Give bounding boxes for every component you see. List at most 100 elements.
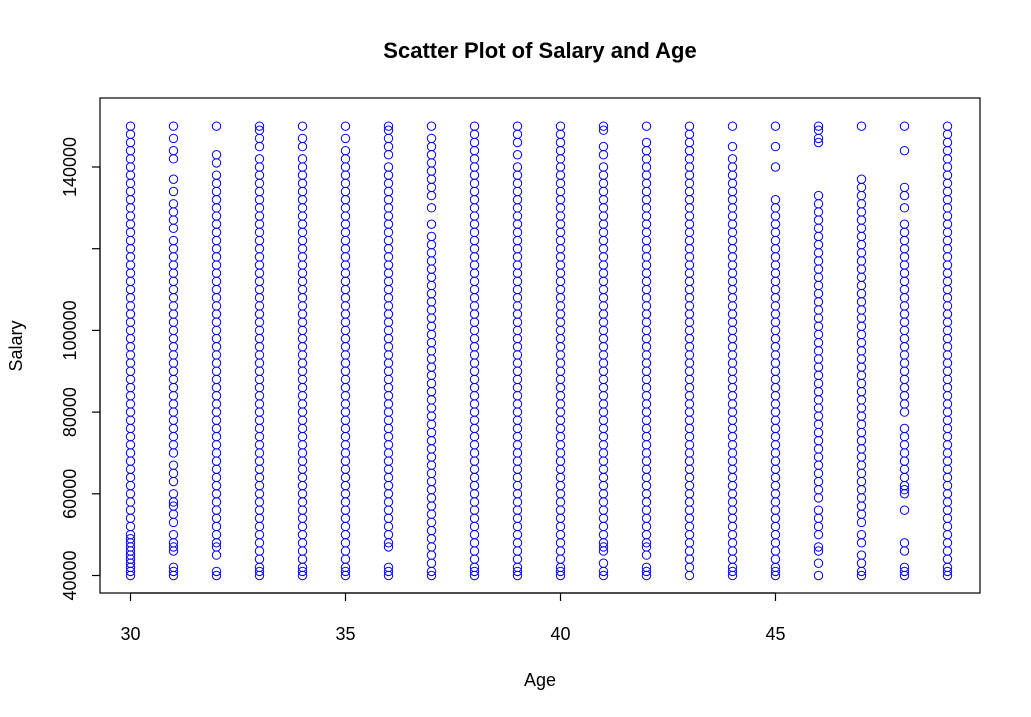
data-point — [297, 235, 308, 246]
data-point — [469, 382, 480, 393]
data-point — [856, 378, 867, 389]
data-point — [942, 309, 953, 319]
data-point — [942, 235, 953, 246]
data-point — [727, 391, 738, 401]
data-point — [340, 513, 351, 524]
data-point — [641, 211, 652, 221]
data-point — [813, 570, 824, 581]
data-point — [297, 489, 308, 499]
data-point — [555, 203, 566, 213]
data-point — [469, 440, 480, 450]
data-point — [856, 215, 867, 225]
data-point — [770, 366, 781, 376]
data-point — [297, 440, 308, 450]
data-point — [942, 268, 953, 278]
data-point — [856, 239, 867, 250]
data-point — [211, 497, 222, 507]
data-point — [641, 252, 652, 262]
data-point — [598, 342, 609, 352]
data-point — [684, 415, 695, 425]
data-point — [426, 256, 437, 266]
data-point — [727, 141, 738, 152]
data-point — [340, 227, 351, 238]
data-point — [813, 215, 824, 225]
data-point — [684, 448, 695, 458]
data-point — [512, 227, 523, 238]
data-point — [297, 227, 308, 238]
data-point — [340, 538, 351, 548]
data-point — [297, 203, 308, 213]
data-point — [168, 284, 179, 295]
data-point — [426, 395, 437, 405]
data-point — [426, 329, 437, 340]
data-point — [340, 431, 351, 442]
data-point — [856, 297, 867, 307]
data-point — [469, 399, 480, 409]
data-point — [813, 190, 824, 201]
data-point — [340, 154, 351, 164]
data-point — [770, 342, 781, 352]
data-point — [512, 260, 523, 270]
data-point — [512, 219, 523, 229]
data-point — [512, 382, 523, 393]
data-point — [168, 145, 179, 156]
data-point — [942, 382, 953, 393]
data-point — [297, 546, 308, 556]
data-point — [383, 141, 394, 152]
data-point — [598, 423, 609, 434]
data-point — [942, 456, 953, 466]
data-point — [254, 309, 265, 319]
data-point — [383, 125, 394, 135]
data-point — [899, 235, 910, 246]
data-point — [813, 248, 824, 258]
data-point — [899, 407, 910, 417]
data-point — [684, 268, 695, 278]
data-point — [426, 313, 437, 323]
data-point — [297, 178, 308, 189]
data-point — [598, 268, 609, 278]
data-point — [211, 480, 222, 491]
data-point — [598, 150, 609, 160]
data-point — [340, 342, 351, 352]
data-point — [211, 448, 222, 458]
data-point — [168, 407, 179, 417]
data-point — [512, 150, 523, 160]
data-point — [770, 317, 781, 327]
data-point — [684, 407, 695, 417]
data-point — [598, 211, 609, 221]
data-point — [254, 382, 265, 393]
data-point — [340, 358, 351, 368]
data-point — [383, 284, 394, 295]
data-point — [383, 301, 394, 311]
data-point — [211, 317, 222, 327]
data-point — [297, 505, 308, 515]
data-point — [813, 346, 824, 356]
data-point — [770, 456, 781, 466]
data-point — [684, 521, 695, 532]
data-point — [641, 317, 652, 327]
data-point — [168, 252, 179, 262]
data-point — [469, 137, 480, 148]
data-point — [297, 399, 308, 409]
data-point — [125, 162, 136, 172]
data-point — [297, 317, 308, 327]
data-point — [297, 529, 308, 540]
data-point — [211, 211, 222, 221]
data-point — [469, 480, 480, 491]
data-point — [125, 276, 136, 287]
data-point — [641, 244, 652, 254]
data-point — [770, 448, 781, 458]
data-point — [856, 493, 867, 503]
data-point — [942, 521, 953, 532]
data-point — [641, 505, 652, 515]
data-point — [856, 231, 867, 242]
data-point — [555, 464, 566, 474]
data-point — [899, 252, 910, 262]
data-point — [813, 297, 824, 307]
data-point — [297, 480, 308, 491]
data-point — [555, 121, 566, 131]
data-point — [383, 431, 394, 442]
data-point — [942, 252, 953, 262]
data-point — [340, 399, 351, 409]
data-point — [598, 317, 609, 327]
